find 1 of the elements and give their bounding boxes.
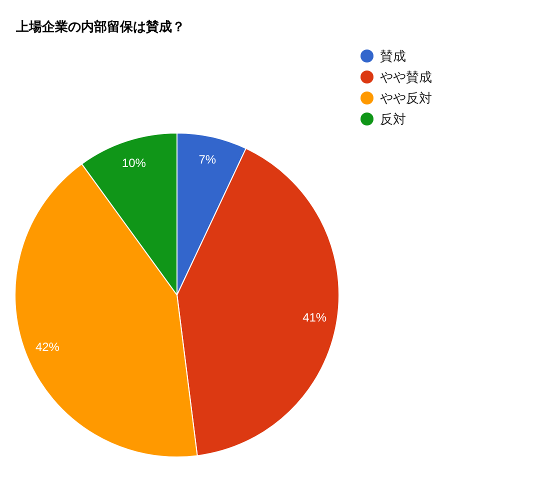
- title: 上場企業の内部留保は賛成？: [16, 19, 185, 34]
